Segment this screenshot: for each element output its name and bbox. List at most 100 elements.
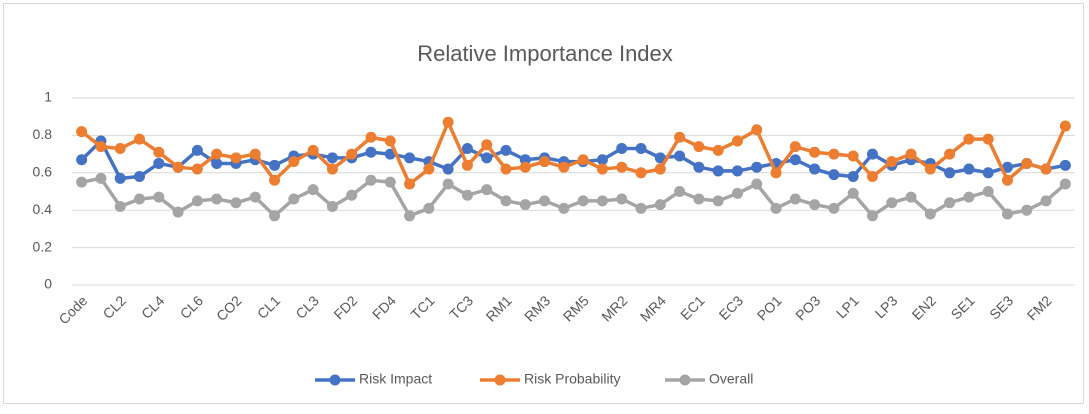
point [809, 199, 821, 211]
point [693, 161, 705, 173]
point [674, 186, 686, 197]
point [404, 210, 416, 222]
point [1001, 174, 1013, 186]
legend-label: Overall [709, 371, 753, 387]
point [558, 202, 570, 214]
point [789, 154, 801, 166]
point [924, 208, 936, 220]
point [269, 159, 281, 171]
point [596, 154, 608, 166]
point [693, 193, 705, 205]
point [249, 148, 261, 160]
point [1021, 204, 1033, 216]
point [886, 156, 898, 168]
y-tick-label: 0 [44, 276, 52, 292]
y-tick-label: 1 [44, 89, 52, 105]
point [596, 163, 608, 175]
point [866, 210, 878, 222]
point [616, 142, 628, 154]
point [654, 163, 666, 175]
point [481, 139, 493, 151]
point [539, 156, 551, 168]
point [172, 206, 184, 218]
point [577, 195, 589, 207]
point [211, 148, 223, 160]
point [153, 191, 165, 203]
point [558, 161, 570, 173]
point [211, 157, 223, 169]
legend-label: Risk Impact [359, 371, 432, 387]
point [230, 197, 242, 209]
point [500, 144, 512, 156]
point [191, 163, 203, 175]
point [847, 187, 859, 199]
point [616, 161, 628, 173]
point [712, 165, 724, 177]
point [191, 144, 203, 156]
point [539, 195, 551, 207]
series-line [80, 120, 1067, 186]
point [481, 152, 493, 164]
point [635, 167, 647, 179]
point [982, 167, 994, 179]
point [731, 187, 743, 199]
point [616, 193, 628, 205]
point [847, 150, 859, 162]
point [134, 133, 146, 145]
point [866, 171, 878, 183]
point [905, 148, 917, 160]
y-tick-label: 0.2 [33, 238, 53, 254]
point [423, 163, 435, 175]
point [1059, 159, 1071, 171]
y-tick-label: 0.8 [33, 126, 53, 142]
point [461, 189, 473, 201]
point [828, 202, 840, 214]
point [404, 178, 416, 190]
point [519, 161, 531, 173]
point [577, 154, 589, 166]
point [365, 174, 377, 186]
point [905, 191, 917, 203]
point [442, 178, 454, 190]
point [384, 176, 396, 188]
point [982, 186, 994, 197]
point [924, 163, 936, 175]
point [269, 210, 281, 222]
point [134, 171, 146, 183]
point [809, 146, 821, 158]
point [731, 165, 743, 177]
point [789, 141, 801, 153]
point [1001, 208, 1013, 220]
legend-marker [329, 374, 341, 386]
point [1001, 161, 1013, 173]
point [963, 133, 975, 145]
y-tick-label: 0.6 [33, 164, 53, 180]
legend-marker [679, 374, 691, 386]
point [114, 200, 126, 212]
point [423, 202, 435, 214]
point [828, 169, 840, 181]
point [384, 135, 396, 147]
point [751, 124, 763, 136]
point [326, 152, 338, 164]
point [963, 163, 975, 175]
point [944, 197, 956, 209]
point [635, 202, 647, 214]
point [886, 197, 898, 209]
point [249, 191, 261, 203]
point [95, 172, 107, 184]
point [674, 150, 686, 162]
point [153, 157, 165, 169]
point [442, 163, 454, 175]
point [654, 199, 666, 211]
point [461, 159, 473, 171]
point [481, 184, 493, 196]
point [346, 189, 358, 201]
point [346, 148, 358, 160]
point [76, 154, 88, 166]
point [635, 142, 647, 154]
point [596, 195, 608, 207]
point [809, 163, 821, 175]
point [172, 161, 184, 173]
point [76, 126, 88, 138]
